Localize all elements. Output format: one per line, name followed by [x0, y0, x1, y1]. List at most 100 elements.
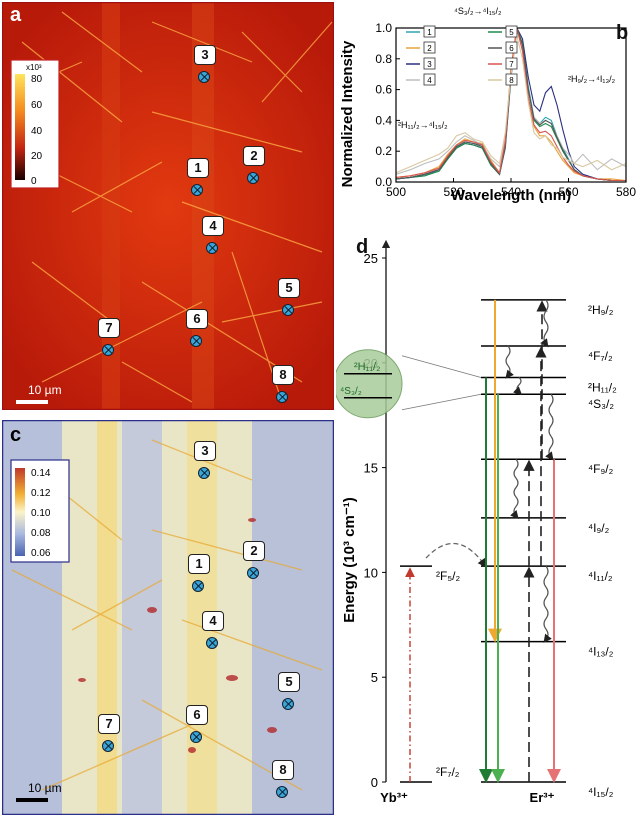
- site-marker-a-7: [102, 344, 114, 356]
- spectra-ytick-label: 0.0: [375, 175, 392, 189]
- scale-bar-a: [16, 400, 48, 404]
- site-marker-a-5: [282, 304, 294, 316]
- spectra-ylabel: Normalized Intensity: [339, 40, 356, 187]
- er-level-label: ²H₉/₂: [588, 303, 614, 317]
- legend-label-5: 5: [509, 28, 514, 37]
- spectra-chart: 500 520 540 560 580 0.0 0.2 0.4 0.6 0.8 1.0 Normal…: [339, 6, 636, 204]
- relaxation-wave: [543, 565, 552, 643]
- site-label-a-4: 4: [202, 216, 224, 236]
- colorbar-c-tick: 0.06: [31, 548, 51, 559]
- site-marker-c-2: [247, 567, 259, 579]
- panel-c: 0.14 0.12 0.10 0.08 0.06 10 µm c: [1, 419, 335, 816]
- er-level-label: ⁴I₁₃/₂: [588, 645, 614, 659]
- energy-ytick-label: 15: [364, 461, 378, 476]
- site-label-c-1: 1: [188, 554, 210, 574]
- er-level-label: ⁴I₉/₂: [588, 521, 610, 535]
- site-label-a-6: 6: [186, 309, 208, 329]
- yb-level-label: ²F₅/₂: [436, 569, 460, 583]
- site-marker-c-1: [192, 580, 204, 592]
- site-marker-a-4: [206, 242, 218, 254]
- colorbar-a-exponent: x10³: [26, 63, 42, 72]
- energy-ytick-label: 0: [371, 775, 378, 790]
- species-yb: Yb³⁺: [380, 790, 408, 805]
- spectra-xtick-label: 540: [501, 185, 521, 199]
- spectra-ytick-label: 0.6: [375, 83, 392, 97]
- colorbar-a-tick: 0: [31, 176, 37, 187]
- site-label-a-8: 8: [272, 365, 294, 385]
- legend-box-8: [505, 73, 518, 86]
- panel-c-image: 0.14 0.12 0.10 0.08 0.06 10 µm: [1, 419, 335, 816]
- site-label-c-7: 7: [98, 714, 120, 734]
- legend-box-6: [505, 41, 518, 54]
- site-label-a-2: 2: [243, 146, 265, 166]
- legend-box-5: [505, 25, 518, 38]
- panel-a-image: x10³ 80 60 40 20 0 10 µm: [1, 1, 335, 411]
- spectrum-line-7: [395, 27, 626, 182]
- spectra-xlabel: Wavelength (nm): [451, 187, 571, 204]
- site-marker-c-3: [198, 467, 210, 479]
- panel-label-c: c: [10, 424, 22, 446]
- legend-label-1: 1: [427, 28, 432, 37]
- colorbar-c-tick: 0.14: [31, 468, 51, 479]
- colorbar-c-tick: 0.10: [31, 508, 51, 519]
- relaxation-wave: [513, 377, 523, 396]
- site-marker-c-7: [102, 740, 114, 752]
- panel-d: 0510152025 ²F₇/₂²F₅/₂⁴I₁₅/₂⁴I₁₃/₂⁴I₁₁/₂⁴…: [333, 230, 636, 815]
- colorbar-a-tick: 60: [31, 100, 43, 111]
- yb-level-label: ²F₇/₂: [436, 765, 460, 779]
- spectrum-line-6: [395, 27, 626, 182]
- relaxation-wave: [510, 458, 519, 520]
- er-level-label: ⁴F₉/₂: [588, 462, 614, 476]
- scale-bar-c: [16, 798, 48, 802]
- species-er: Er³⁺: [530, 790, 555, 805]
- site-label-c-4: 4: [202, 611, 224, 631]
- site-marker-c-8: [276, 786, 288, 798]
- site-label-c-2: 2: [243, 541, 265, 561]
- spectra-ytick-label: 0.4: [375, 113, 392, 127]
- legend-box-3: [423, 57, 436, 70]
- colorbar-a-gradient: [15, 74, 25, 180]
- annotation-h92: ²H₉/₂→⁴I₁₃/₂: [568, 74, 616, 84]
- relaxation-wave: [545, 393, 554, 461]
- scale-bar-c-label: 10 µm: [28, 781, 62, 795]
- relaxation-wave: [505, 345, 514, 379]
- legend-box-2: [423, 41, 436, 54]
- legend-label-2: 2: [427, 44, 432, 53]
- inset-connector: [401, 355, 482, 378]
- site-label-c-5: 5: [278, 672, 300, 692]
- er-level-label: ⁴S₃/₂: [588, 397, 614, 411]
- site-label-a-3: 3: [194, 45, 216, 65]
- spectra-ytick-label: 1.0: [375, 21, 392, 35]
- colorbar-a-tick: 40: [31, 126, 43, 137]
- spectra-xtick-label: 520: [443, 185, 463, 199]
- panel-label-d: d: [356, 236, 369, 258]
- energy-transfer-curve: [425, 542, 487, 568]
- colorbar-a-tick: 20: [31, 151, 43, 162]
- er-level-label: ⁴F₇/₂: [588, 349, 613, 363]
- er-level-label: ²H₁₁/₂: [588, 380, 617, 394]
- site-label-c-6: 6: [186, 705, 208, 725]
- legend-label-4: 4: [427, 76, 432, 85]
- colorbar-c-gradient: [15, 468, 25, 556]
- spectra-xtick-label: 560: [558, 185, 578, 199]
- site-marker-a-8: [276, 391, 288, 403]
- panel-label-a: a: [10, 4, 22, 26]
- energy-ylabel: Energy (10³ cm⁻¹): [341, 497, 358, 622]
- spectra-xtick-label: 500: [386, 185, 406, 199]
- site-marker-c-6: [190, 731, 202, 743]
- site-marker-a-2: [247, 172, 259, 184]
- panel-label-b: b: [616, 22, 629, 44]
- energy-ytick-label: 5: [371, 670, 378, 685]
- site-label-c-8: 8: [272, 760, 294, 780]
- spectra-xtick-label: 580: [616, 185, 636, 199]
- legend-box-7: [505, 57, 518, 70]
- energy-diagram: 0510152025 ²F₇/₂²F₅/₂⁴I₁₅/₂⁴I₁₃/₂⁴I₁₁/₂⁴…: [333, 239, 617, 805]
- annotation-h112: ²H₁₁/₂→⁴I₁₅/₂: [398, 120, 448, 130]
- site-label-a-7: 7: [98, 318, 120, 338]
- inset-label-upper: ²H₁₁/₂: [354, 361, 380, 373]
- site-marker-a-3: [198, 71, 210, 83]
- site-marker-a-1: [191, 184, 203, 196]
- legend-label-6: 6: [509, 44, 514, 53]
- energy-ytick-label: 10: [364, 565, 378, 580]
- legend-label-7: 7: [509, 60, 514, 69]
